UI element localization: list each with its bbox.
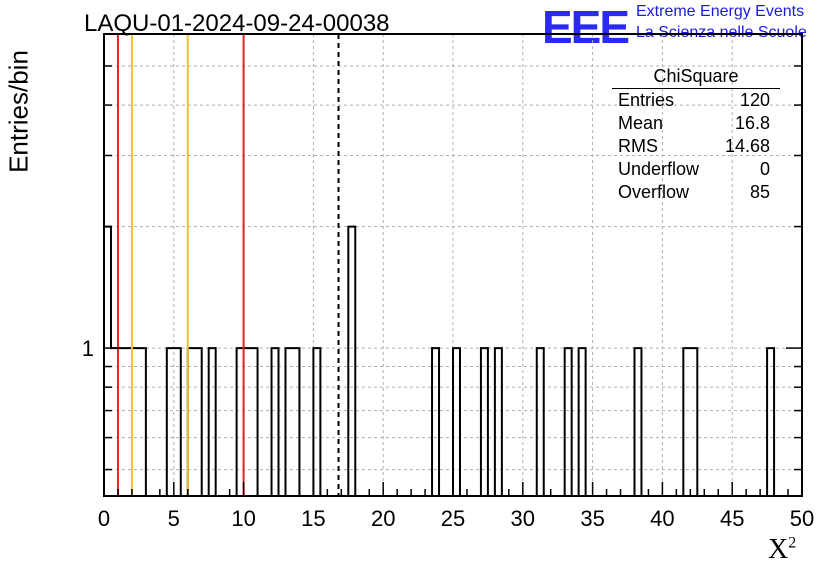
histogram-bar	[132, 348, 139, 496]
histogram-bar	[139, 348, 146, 496]
stats-row-rms: RMS 14.68	[618, 136, 770, 156]
histogram-bar	[348, 227, 355, 496]
histogram-bar	[292, 348, 299, 496]
x-tick-label: 10	[231, 506, 255, 531]
histogram-bar	[579, 348, 586, 496]
histogram-bar	[481, 348, 488, 496]
x-tick-label: 15	[301, 506, 325, 531]
histogram-bar	[690, 348, 697, 496]
histogram-bar	[244, 348, 251, 496]
histogram-bar	[453, 348, 460, 496]
histogram-bar	[251, 348, 258, 496]
histogram-bar	[285, 348, 292, 496]
histogram-bar	[237, 348, 244, 496]
x-tick-label: 35	[580, 506, 604, 531]
x-tick-label: 45	[720, 506, 744, 531]
stats-title: ChiSquare	[612, 66, 780, 89]
y-tick-label: 1	[82, 336, 94, 361]
histogram-bar	[272, 348, 279, 496]
chart-title: LAQU-01-2024-09-24-00038	[84, 10, 390, 37]
x-tick-label: 5	[168, 506, 180, 531]
x-tick-label: 25	[441, 506, 465, 531]
stats-row-underflow: Underflow 0	[618, 159, 770, 179]
histogram-bar	[209, 348, 216, 496]
histogram-bar	[537, 348, 544, 496]
x-axis-label: X2	[768, 534, 797, 565]
histogram-bar	[167, 348, 174, 496]
histogram-bar	[104, 227, 111, 496]
histogram-bar	[432, 348, 439, 496]
x-tick-label: 40	[650, 506, 674, 531]
x-tick-label: 0	[98, 506, 110, 531]
x-tick-label: 50	[790, 506, 814, 531]
histogram-bar	[125, 348, 132, 496]
histogram-bar	[767, 348, 774, 496]
histogram-bar	[174, 348, 181, 496]
histogram-bar	[565, 348, 572, 496]
stats-row-entries: Entries 120	[618, 90, 770, 110]
histogram-bar	[634, 348, 641, 496]
logo-mark: EEE	[542, 1, 630, 53]
logo-text-line2: La Scienza nelle Scuole	[636, 24, 807, 41]
x-tick-label: 20	[371, 506, 395, 531]
x-tick-label: 30	[511, 506, 535, 531]
logo-text-line1: Extreme Energy Events	[636, 3, 805, 20]
stats-box: ChiSquare Entries 120 Mean 16.8 RMS 14.68 U…	[612, 66, 780, 204]
histogram-bar	[195, 348, 202, 496]
histogram-bar	[188, 348, 195, 496]
histogram-bar	[118, 348, 125, 496]
histogram-bar	[111, 348, 118, 496]
histogram-bar	[683, 348, 690, 496]
histogram-bar	[495, 348, 502, 496]
stats-row-mean: Mean 16.8	[618, 113, 770, 133]
stats-row-overflow: Overflow 85	[618, 182, 770, 202]
histogram-bar	[313, 348, 320, 496]
